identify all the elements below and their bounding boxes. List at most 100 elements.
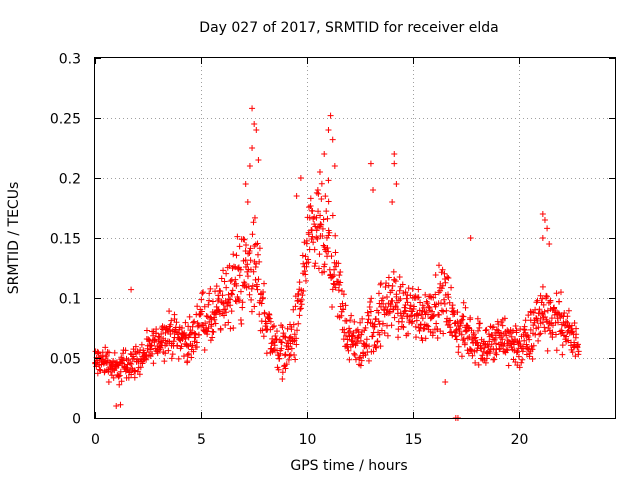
data-point [475,327,482,334]
data-point [445,274,452,281]
data-point [443,318,450,325]
data-point [245,283,252,290]
data-point [422,291,429,298]
data-point [285,343,292,350]
data-point [171,316,178,323]
data-point [295,290,302,297]
data-point [518,359,525,366]
data-point [363,336,370,343]
data-point [128,371,135,378]
data-point [139,360,146,367]
data-point [490,323,497,330]
data-point [374,338,381,345]
data-point [357,362,364,369]
data-point [137,364,144,371]
data-point [540,301,547,308]
data-point [544,225,551,232]
data-point [244,199,251,205]
data-point [167,321,174,328]
data-point [319,233,326,240]
data-point [315,190,322,197]
data-point [424,300,431,307]
data-point [344,336,351,343]
data-point [302,253,309,260]
data-point [275,366,282,373]
data-point [126,359,133,366]
y-tick-labels: 0 0.05 0.1 0.15 0.2 0.25 0.3 [50,52,81,428]
data-point [221,278,228,285]
data-point [184,342,191,349]
data-point [562,318,569,325]
data-point [365,316,372,323]
data-point [525,312,532,319]
data-point [218,275,225,282]
data-point [233,252,240,259]
data-point [472,334,479,341]
data-point [244,261,251,268]
data-point [510,341,517,348]
data-point [249,282,256,289]
data-point [201,346,208,353]
data-point [267,318,274,325]
data-point [283,361,290,368]
data-point [552,331,559,338]
data-point [110,374,117,381]
data-point [240,236,247,243]
data-point [263,320,270,327]
data-point [510,327,517,334]
y-tick-label: 0.05 [50,352,81,368]
data-point [246,291,253,298]
data-point [468,347,475,354]
data-point [503,346,510,353]
data-point [140,347,147,354]
data-point [212,288,219,295]
data-point [499,336,506,343]
data-point [407,302,414,309]
data-point [521,337,528,344]
data-point [321,261,328,268]
data-point [362,324,369,331]
data-point [162,329,169,336]
data-point [238,320,245,327]
data-point [420,325,427,332]
data-point [507,330,514,337]
data-point [358,331,365,338]
data-point [439,282,446,289]
data-point [253,281,260,288]
data-point [491,356,498,363]
data-point [237,266,244,273]
data-point [391,151,398,157]
data-point [375,290,382,297]
data-point [186,313,193,320]
data-point [389,282,396,289]
data-point [288,326,295,333]
data-point [154,350,161,357]
data-point [522,317,529,324]
data-point [318,180,325,187]
data-point [541,324,548,331]
data-point [260,333,267,340]
data-point [278,345,285,352]
data-point [370,348,377,355]
data-point [206,297,213,304]
data-point [230,251,237,258]
data-point [539,283,546,290]
data-point [321,244,328,251]
data-point [541,217,548,223]
data-point [239,299,246,306]
data-point [272,332,279,339]
data-point [553,347,560,354]
data-point [293,193,300,199]
data-point [258,300,265,307]
data-point [514,348,521,355]
data-point [295,320,302,327]
data-point [293,335,300,342]
data-point [335,260,342,267]
data-point [96,366,103,373]
data-point [543,293,550,300]
data-point [300,287,307,294]
data-point [282,334,289,341]
data-point [389,199,396,205]
data-point [223,284,230,291]
